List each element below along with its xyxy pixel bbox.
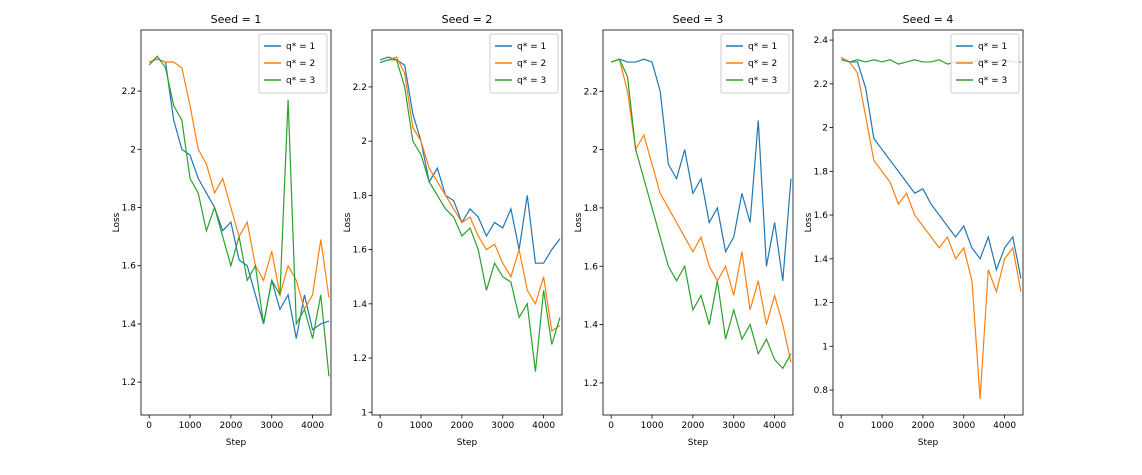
x-axis-label: Step [688, 438, 709, 448]
axes-frame [371, 29, 563, 416]
chart-title: Seed = 3 [673, 13, 724, 26]
x-tick-label: 4000 [763, 421, 786, 431]
legend-label: q* = 3 [517, 76, 546, 86]
legend-box [489, 33, 559, 94]
y-tick-label: 1.4 [584, 321, 599, 331]
y-tick-label: 1.8 [353, 191, 368, 201]
x-tick-label: 4000 [532, 421, 555, 431]
y-tick-label: 1.4 [353, 300, 368, 310]
plot-area [148, 55, 330, 377]
x-tick-label: 1000 [410, 421, 433, 431]
legend-label: q* = 2 [286, 59, 315, 69]
chart-title: Seed = 1 [211, 13, 262, 26]
axes-frame [140, 29, 332, 416]
y-tick-label: 1.8 [122, 204, 137, 214]
y-tick-label: 2.2 [584, 87, 598, 97]
y-tick-label: 1.6 [122, 262, 137, 272]
plot-area [379, 56, 561, 372]
legend-label: q* = 1 [286, 42, 315, 52]
y-axis-label: Loss [574, 212, 584, 232]
line-series [148, 58, 330, 339]
legend-label: q* = 2 [517, 59, 546, 69]
y-axis-label: Loss [112, 212, 122, 232]
legend-label: q* = 3 [748, 76, 777, 86]
y-tick-label: 2 [822, 124, 828, 134]
y-tick-label: 1.2 [122, 378, 136, 388]
y-tick-label: 2 [130, 145, 136, 155]
y-tick-label: 1 [822, 342, 828, 352]
y-tick-label: 1.4 [814, 255, 829, 265]
y-tick-label: 2 [592, 146, 598, 156]
x-tick-label: 4000 [301, 421, 324, 431]
y-tick-label: 2.4 [814, 36, 829, 46]
chart-title: Seed = 2 [442, 13, 493, 26]
y-tick-label: 1.2 [353, 354, 367, 364]
y-tick-label: 1.4 [122, 320, 137, 330]
line-series [379, 59, 561, 372]
axes-frame [832, 29, 1024, 416]
x-tick-label: 1000 [179, 421, 202, 431]
line-series [379, 56, 561, 264]
legend-label: q* = 2 [748, 59, 777, 69]
y-tick-label: 2.2 [353, 83, 367, 93]
plot-area [840, 57, 1022, 399]
y-tick-label: 1.6 [353, 246, 368, 256]
x-axis-label: Step [918, 438, 939, 448]
x-tick-label: 3000 [491, 421, 514, 431]
x-tick-label: 0 [608, 421, 614, 431]
y-tick-label: 1.2 [584, 379, 598, 389]
y-tick-label: 1 [361, 408, 367, 418]
line-series [379, 56, 561, 332]
legend-box [950, 33, 1020, 94]
y-tick-label: 1.8 [814, 167, 829, 177]
plot-area [610, 58, 792, 370]
x-tick-label: 2000 [681, 421, 704, 431]
legend-label: q* = 3 [286, 76, 315, 86]
y-tick-label: 2.2 [814, 80, 828, 90]
line-series [610, 58, 792, 363]
legend-label: q* = 1 [748, 42, 777, 52]
y-tick-label: 1.2 [814, 299, 828, 309]
y-tick-label: 1.8 [584, 204, 599, 214]
line-series [840, 57, 1022, 279]
legend-label: q* = 2 [978, 59, 1007, 69]
x-axis-label: Step [226, 438, 247, 448]
x-tick-label: 2000 [219, 421, 242, 431]
x-tick-label: 1000 [871, 421, 894, 431]
line-series [610, 58, 792, 370]
legend-box [258, 33, 328, 94]
line-series [610, 58, 792, 281]
x-tick-label: 2000 [911, 421, 934, 431]
line-series [148, 58, 330, 311]
line-series [840, 57, 1022, 399]
x-tick-label: 0 [146, 421, 152, 431]
line-series [148, 55, 330, 377]
x-tick-label: 4000 [993, 421, 1016, 431]
x-tick-label: 1000 [641, 421, 664, 431]
legend-box [720, 33, 790, 94]
y-tick-label: 0.8 [814, 386, 829, 396]
y-axis-label: Loss [804, 212, 814, 232]
legend-label: q* = 3 [978, 76, 1007, 86]
y-tick-label: 2.2 [122, 87, 136, 97]
legend-label: q* = 1 [978, 42, 1007, 52]
y-axis-label: Loss [343, 212, 353, 232]
y-tick-label: 1.6 [584, 262, 599, 272]
x-tick-label: 0 [377, 421, 383, 431]
chart-title: Seed = 4 [903, 13, 954, 26]
x-tick-label: 2000 [450, 421, 473, 431]
x-tick-label: 0 [838, 421, 844, 431]
x-tick-label: 3000 [952, 421, 975, 431]
x-axis-label: Step [457, 438, 478, 448]
y-tick-label: 2 [361, 137, 367, 147]
x-tick-label: 3000 [260, 421, 283, 431]
y-tick-label: 1.6 [814, 211, 829, 221]
x-tick-label: 3000 [722, 421, 745, 431]
axes-frame [602, 29, 794, 416]
legend-label: q* = 1 [517, 42, 546, 52]
